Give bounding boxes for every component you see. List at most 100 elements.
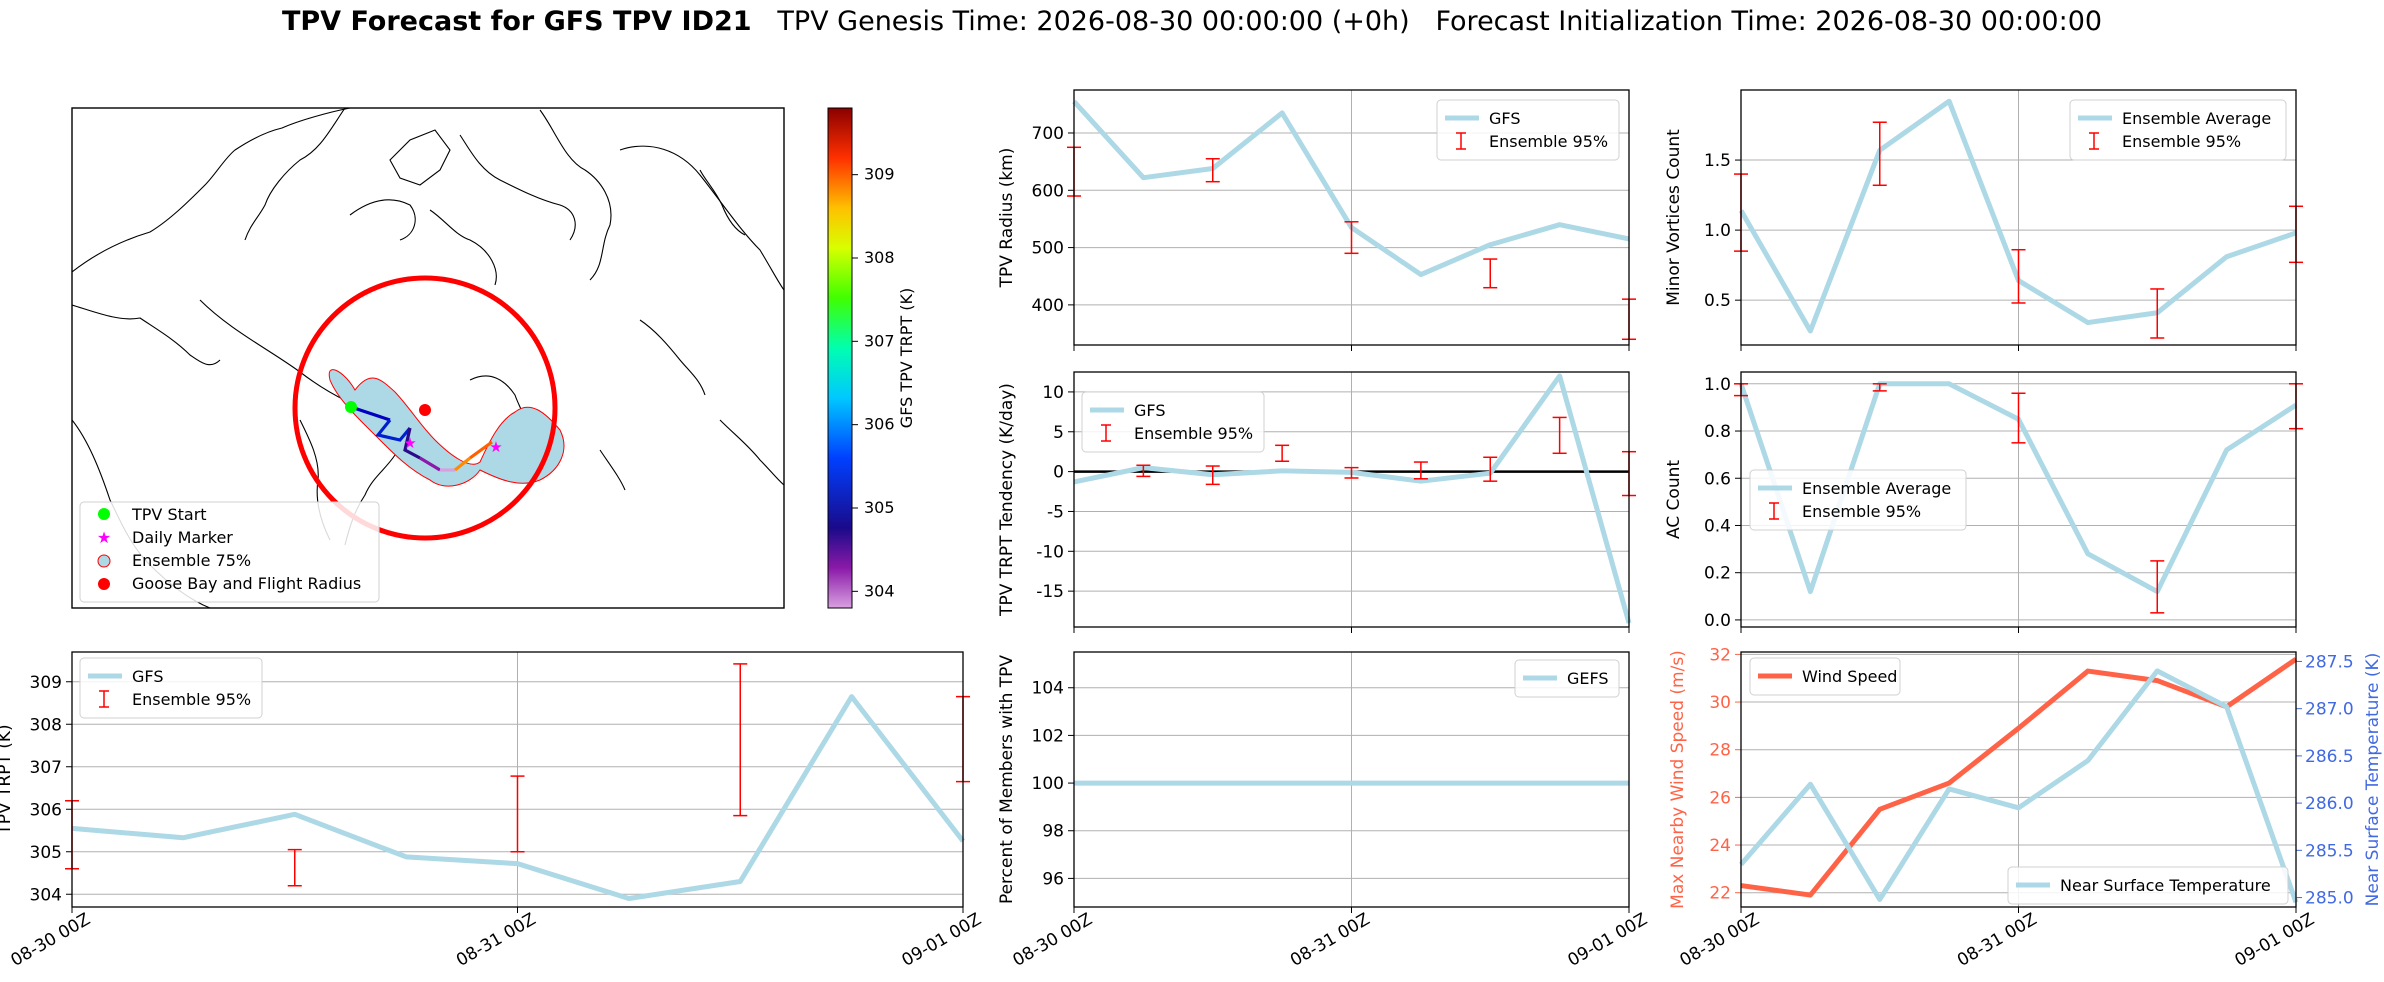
wind_temp-legend-label: Near Surface Temperature xyxy=(2060,876,2271,895)
radius-ytick-label: 600 xyxy=(1032,181,1064,201)
tendency-legend-label: Ensemble 95% xyxy=(1134,424,1253,443)
minor_vortices-frame xyxy=(1740,89,2297,346)
percent_members-ytick-label: 96 xyxy=(1042,869,1064,889)
trpt-ytick-label: 305 xyxy=(30,843,62,863)
wind_temp-ytick-right-label: 286.0 xyxy=(2305,794,2354,814)
colorbar-tick-label: 306 xyxy=(864,415,895,434)
wind_temp-ytick-right-label: 286.5 xyxy=(2305,747,2354,767)
minor_vortices-panel: 0.5 1.0 1.5 Minor Vortices Count Ensemble Av… xyxy=(1664,89,2303,351)
radius-ytick-label: 700 xyxy=(1032,124,1064,144)
trpt-legend-label: GFS xyxy=(132,667,163,686)
percent_members-xtick-label: 08-30 00Z xyxy=(1010,909,1096,970)
percent_members-legend: GEFS xyxy=(1514,659,1620,698)
tendency-legend-label: GFS xyxy=(1134,401,1165,420)
daily-marker-1: ★ xyxy=(403,434,416,452)
colorbar-tick-label: 304 xyxy=(864,581,895,600)
legend-daily-label: Daily Marker xyxy=(132,528,233,547)
colorbar-tick-label: 305 xyxy=(864,498,895,517)
wind_temp-legend-label: Wind Speed xyxy=(1802,667,1897,686)
wind_temp-xtick-label: 08-31 00Z xyxy=(1954,909,2040,970)
trpt-legend-label: Ensemble 95% xyxy=(132,690,251,709)
colorbar-tick-label: 309 xyxy=(864,165,895,184)
figure-title-bold: TPV Forecast for GFS TPV ID21 xyxy=(281,6,752,37)
wind_temp-ytick-right-label: 287.0 xyxy=(2305,700,2354,720)
ac_count-frame xyxy=(1740,371,2297,628)
trpt-legend-box xyxy=(79,657,263,719)
minor_vortices-legend: Ensemble Average Ensemble 95% xyxy=(2069,99,2287,161)
colorbar: 304 305 306 307 308 309 GFS TPV TRPT (K) xyxy=(827,107,916,609)
goose-bay-marker xyxy=(419,404,431,416)
ac_count-ylabel: AC Count xyxy=(1664,460,1684,539)
minor_vortices-ytick-label: 0.5 xyxy=(1704,291,1731,311)
percent_members-legend-box xyxy=(1514,659,1620,698)
tendency-panel: -15 -10 -5 0 5 10 TPV TRPT Tendency (K/day) GFS… xyxy=(997,371,1636,633)
percent_members-legend-label: GEFS xyxy=(1567,669,1609,688)
wind_temp-legend-box xyxy=(1749,657,1901,696)
legend-goose-marker xyxy=(98,578,110,590)
percent_members-ylabel: Percent of Members with TPV xyxy=(997,655,1017,904)
wind_temp-legend: Near Surface Temperature xyxy=(2007,866,2289,905)
tendency-ytick-label: -15 xyxy=(1036,582,1064,602)
wind_temp-legend-box xyxy=(2007,866,2289,905)
trpt-xtick-label: 09-01 00Z xyxy=(899,909,985,970)
colorbar-tick-label: 308 xyxy=(864,248,895,267)
ac_count-legend-label: Ensemble Average xyxy=(1802,479,1951,498)
map-track xyxy=(350,405,493,472)
trpt-ytick-label: 306 xyxy=(30,800,62,820)
init-time: Forecast Initialization Time: 2026-08-30… xyxy=(1435,6,2103,37)
tendency-frame xyxy=(1073,371,1630,628)
radius-ytick-label: 400 xyxy=(1032,296,1064,316)
ac_count-ytick-label: 1.0 xyxy=(1704,375,1731,395)
tendency-ytick-label: -10 xyxy=(1036,542,1064,562)
tendency-ylabel: TPV TRPT Tendency (K/day) xyxy=(997,383,1017,617)
minor_vortices-ytick-label: 1.0 xyxy=(1704,221,1731,241)
trpt-ytick-label: 307 xyxy=(30,758,62,778)
daily-marker-2: ★ xyxy=(489,438,502,456)
ac_count-ytick-label: 0.8 xyxy=(1704,422,1731,442)
trpt-xtick-label: 08-31 00Z xyxy=(453,909,539,970)
radius-legend-label: Ensemble 95% xyxy=(1489,132,1608,151)
percent_members-frame xyxy=(1073,651,1630,908)
trpt-xtick-label: 08-30 00Z xyxy=(8,909,94,970)
colorbar-gradient xyxy=(827,107,853,609)
wind_temp-ytick-label: 28 xyxy=(1709,741,1731,761)
map-panel: ★ ★ TPV Start ★ Daily Marker Ensemble 75… xyxy=(71,107,916,609)
percent_members-ytick-label: 102 xyxy=(1032,726,1064,746)
trpt-ytick-label: 304 xyxy=(30,885,62,905)
radius-panel: 400 500 600 700 TPV Radius (km) GFS Ensemble 9… xyxy=(997,89,1636,351)
wind_temp-legend: Wind Speed xyxy=(1749,657,1901,696)
wind_temp-ylabel: Max Nearby Wind Speed (m/s) xyxy=(1668,650,1688,909)
genesis-time: TPV Genesis Time: 2026-08-30 00:00:00 (+… xyxy=(777,6,1410,37)
wind_temp-xtick-label: 09-01 00Z xyxy=(2232,909,2318,970)
minor_vortices-legend-box xyxy=(2069,99,2287,161)
wind_temp-ytick-right-label: 287.5 xyxy=(2305,652,2354,672)
percent_members-ytick-label: 100 xyxy=(1032,774,1064,794)
legend-ensemble-marker xyxy=(97,554,111,568)
radius-legend-box xyxy=(1436,99,1620,161)
tpv-start-marker xyxy=(345,401,357,413)
wind_temp-ytick-label: 24 xyxy=(1709,836,1731,856)
wind_temp-ylabel-right: Near Surface Temperature (K) xyxy=(2363,653,2383,907)
radius-frame xyxy=(1073,89,1630,346)
map-ensemble-75-shading xyxy=(328,369,565,487)
ac_count-legend-box xyxy=(1749,469,1967,531)
percent_members-ytick-label: 104 xyxy=(1032,679,1064,699)
ac_count-ytick-label: 0.4 xyxy=(1704,516,1731,536)
minor_vortices-legend-label: Ensemble 95% xyxy=(2122,132,2241,151)
ac_count-ytick-label: 0.2 xyxy=(1704,564,1731,584)
wind_temp-ytick-label: 22 xyxy=(1709,884,1731,904)
percent_members-ytick-label: 98 xyxy=(1042,822,1064,842)
trpt-ytick-label: 309 xyxy=(30,673,62,693)
colorbar-tick-label: 307 xyxy=(864,331,895,350)
ac_count-legend: Ensemble Average Ensemble 95% xyxy=(1749,469,1967,531)
percent_members-xtick-label: 09-01 00Z xyxy=(1565,909,1651,970)
trpt-ylabel: TPV TRPT (K) xyxy=(0,724,15,835)
tendency-legend-box xyxy=(1081,391,1265,453)
wind_temp-ytick-label: 26 xyxy=(1709,788,1731,808)
wind_temp-ytick-label: 30 xyxy=(1709,693,1731,713)
wind_temp-ytick-right-label: 285.0 xyxy=(2305,889,2354,909)
legend-start-label: TPV Start xyxy=(131,505,207,524)
ac_count-ytick-label: 0.6 xyxy=(1704,469,1731,489)
wind_temp-ytick-label: 32 xyxy=(1709,645,1731,665)
